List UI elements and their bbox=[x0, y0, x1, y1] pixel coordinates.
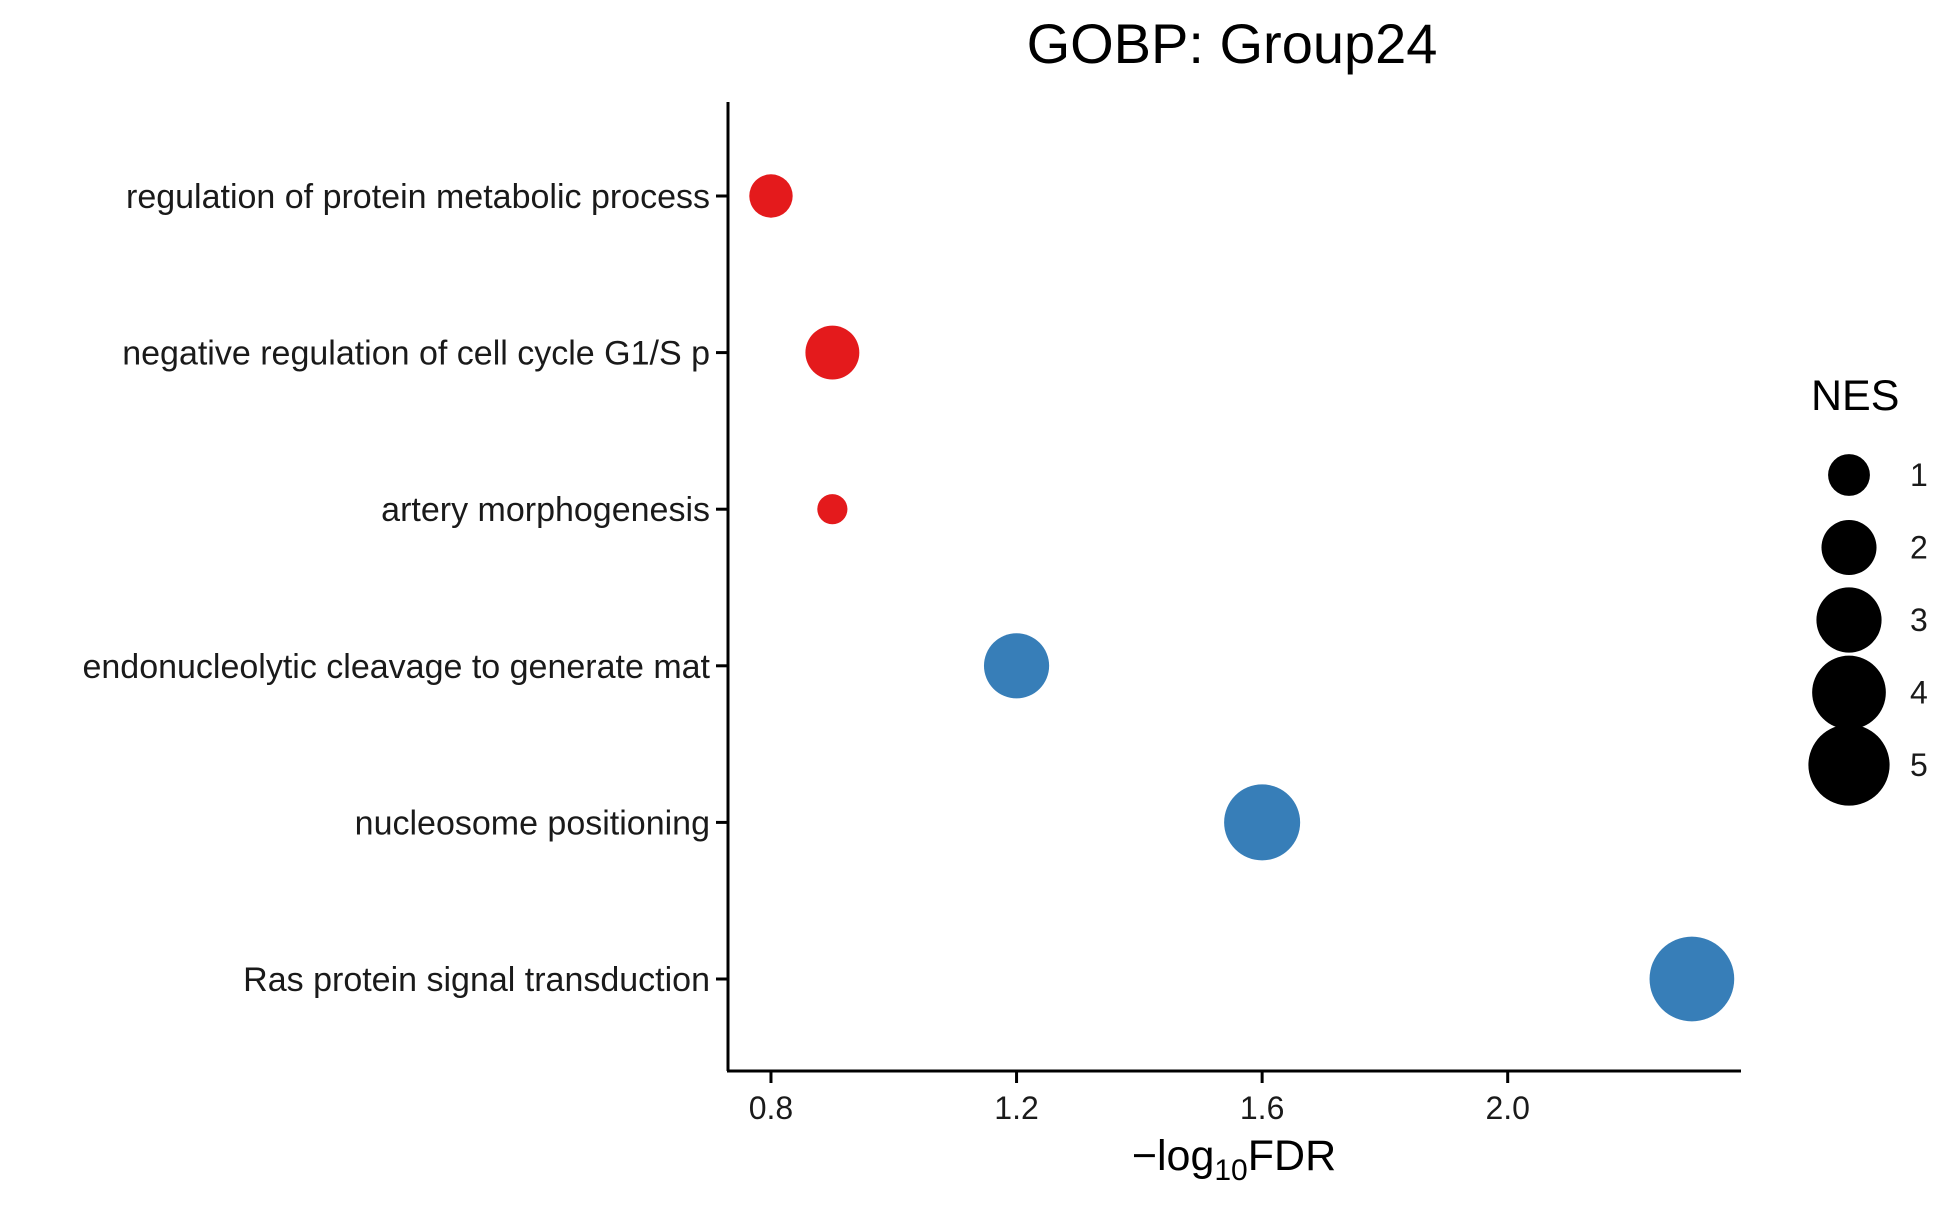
legend-label: 3 bbox=[1910, 602, 1928, 638]
y-tick-label: artery morphogenesis bbox=[381, 491, 710, 529]
legend-entries: 1 2 3 4 5 bbox=[1808, 454, 1928, 806]
y-tick-label: negative regulation of cell cycle G1/S p bbox=[122, 335, 710, 373]
legend-label: 5 bbox=[1910, 747, 1928, 783]
x-tick-label: 1.6 bbox=[1240, 1090, 1284, 1126]
y-tick-label: Ras protein signal transduction bbox=[243, 961, 710, 999]
x-axis-label: −log10FDR bbox=[1132, 1132, 1336, 1187]
legend-size-key bbox=[1821, 519, 1877, 576]
x-axis-label-suffix: FDR bbox=[1248, 1132, 1336, 1180]
data-point bbox=[1649, 936, 1735, 1022]
x-tick-label: 2.0 bbox=[1485, 1090, 1529, 1126]
data-point bbox=[1224, 784, 1301, 861]
x-axis-label-prefix: −log bbox=[1132, 1132, 1215, 1180]
y-axis-labels: regulation of protein metabolic process n… bbox=[82, 178, 710, 999]
legend-label: 2 bbox=[1910, 530, 1928, 566]
legend-title: NES bbox=[1811, 372, 1899, 420]
data-points bbox=[749, 174, 1735, 1022]
legend-label: 4 bbox=[1910, 675, 1928, 711]
data-point bbox=[749, 174, 793, 218]
data-point bbox=[805, 325, 860, 380]
legend-label: 1 bbox=[1910, 457, 1928, 493]
y-axis-ticks bbox=[716, 194, 728, 981]
data-point bbox=[817, 494, 848, 525]
chart-title: GOBP: Group24 bbox=[1027, 12, 1438, 75]
size-legend: NES 1 2 3 4 5 bbox=[1808, 372, 1928, 806]
y-tick-label: regulation of protein metabolic process bbox=[126, 178, 710, 216]
x-axis-ticks bbox=[769, 1071, 1510, 1083]
legend-size-key bbox=[1828, 454, 1870, 496]
x-tick-label: 1.2 bbox=[994, 1090, 1038, 1126]
x-axis-tick-labels: 0.8 1.2 1.6 2.0 bbox=[749, 1090, 1530, 1126]
legend-size-key bbox=[1812, 655, 1886, 730]
x-axis-label-subscript: 10 bbox=[1214, 1154, 1247, 1187]
x-tick-label: 0.8 bbox=[749, 1090, 793, 1126]
y-tick-label: nucleosome positioning bbox=[355, 804, 710, 842]
legend-size-key bbox=[1816, 587, 1882, 653]
data-point bbox=[983, 633, 1050, 699]
y-tick-label: endonucleolytic cleavage to generate mat bbox=[82, 648, 710, 686]
legend-size-key bbox=[1808, 724, 1890, 806]
